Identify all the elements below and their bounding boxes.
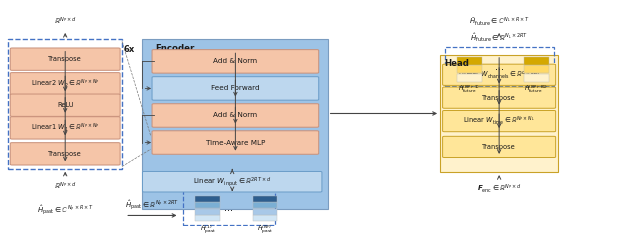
Text: Transpose: Transpose xyxy=(48,151,82,157)
Text: Transpose: Transpose xyxy=(483,144,516,150)
Bar xyxy=(253,215,277,221)
FancyBboxPatch shape xyxy=(10,143,120,165)
Text: Transpose: Transpose xyxy=(48,56,82,62)
Text: ...: ... xyxy=(495,62,504,72)
Bar xyxy=(195,202,220,208)
Text: Linear $W_{\mathrm{input}} \in \mathbb{R}^{2RT \times d}$: Linear $W_{\mathrm{input}} \in \mathbb{R… xyxy=(193,175,271,189)
Bar xyxy=(440,55,558,172)
Text: $\bar{H}_{\mathrm{future}} \in \mathbb{C}^{N_L \times R \times T}$: $\bar{H}_{\mathrm{future}} \in \mathbb{C… xyxy=(468,15,530,28)
Text: Head: Head xyxy=(445,59,469,68)
Bar xyxy=(524,65,548,73)
Text: Encoder: Encoder xyxy=(156,44,195,53)
Bar xyxy=(253,202,277,208)
Bar xyxy=(195,196,220,202)
Bar xyxy=(524,57,548,65)
FancyBboxPatch shape xyxy=(152,77,319,100)
Text: $\hat{H}_{\mathrm{future}} \in \mathbb{R}^{N_L \times 2RT}$: $\hat{H}_{\mathrm{future}} \in \mathbb{R… xyxy=(470,31,528,44)
Bar xyxy=(143,39,328,209)
Text: Linear2 $W_2 \in \mathbb{R}^{N_P \times N_P}$: Linear2 $W_2 \in \mathbb{R}^{N_P \times … xyxy=(31,77,100,90)
Text: ReLU: ReLU xyxy=(57,102,74,108)
Bar xyxy=(458,65,481,73)
Bar xyxy=(458,57,481,65)
Text: Add & Norm: Add & Norm xyxy=(213,113,257,118)
Bar xyxy=(8,39,122,169)
FancyBboxPatch shape xyxy=(10,94,120,116)
FancyBboxPatch shape xyxy=(10,73,120,95)
Bar xyxy=(195,215,220,221)
Bar xyxy=(195,209,220,215)
FancyBboxPatch shape xyxy=(443,64,556,85)
FancyBboxPatch shape xyxy=(10,117,120,139)
Text: $\mathbb{R}^{N_P \times d}$: $\mathbb{R}^{N_P \times d}$ xyxy=(54,181,77,192)
Text: Feed Forward: Feed Forward xyxy=(211,85,260,91)
FancyBboxPatch shape xyxy=(152,50,319,73)
Text: Linear1 $W_1 \in \mathbb{R}^{N_P \times N_P}$: Linear1 $W_1 \in \mathbb{R}^{N_P \times … xyxy=(31,122,100,134)
FancyBboxPatch shape xyxy=(152,131,319,154)
Text: ...: ... xyxy=(225,203,234,213)
FancyBboxPatch shape xyxy=(443,136,556,158)
Text: $\hat{H}_{\mathrm{past}}^{(N_P)}$: $\hat{H}_{\mathrm{past}}^{(N_P)}$ xyxy=(257,223,273,236)
FancyBboxPatch shape xyxy=(152,104,319,127)
Text: $\mathbb{R}^{N_P \times d}$: $\mathbb{R}^{N_P \times d}$ xyxy=(54,15,77,27)
Bar xyxy=(253,196,277,202)
Bar xyxy=(524,74,548,82)
Text: $\hat{H}_{\mathrm{future}}^{(N_P+N_L)}$: $\hat{H}_{\mathrm{future}}^{(N_P+N_L)}$ xyxy=(524,84,548,95)
Text: $\hat{H}_{\mathrm{past}}^{(1)}$: $\hat{H}_{\mathrm{past}}^{(1)}$ xyxy=(200,223,216,236)
Text: $\boldsymbol{F}_{\mathrm{enc}} \in \mathbb{R}^{N_P \times d}$: $\boldsymbol{F}_{\mathrm{enc}} \in \math… xyxy=(477,182,522,195)
FancyBboxPatch shape xyxy=(443,87,556,108)
Bar xyxy=(458,74,481,82)
Text: $\hat{H}_{\mathrm{future}}^{(N_P+1)}$: $\hat{H}_{\mathrm{future}}^{(N_P+1)}$ xyxy=(458,84,481,95)
Bar xyxy=(445,47,554,87)
Text: Transpose: Transpose xyxy=(483,95,516,101)
Text: Linear $W_{\mathrm{time}} \in \mathbb{R}^{N_P \times N_L}$: Linear $W_{\mathrm{time}} \in \mathbb{R}… xyxy=(463,115,535,127)
Bar xyxy=(182,190,275,225)
FancyBboxPatch shape xyxy=(143,171,322,192)
FancyBboxPatch shape xyxy=(443,110,556,132)
FancyBboxPatch shape xyxy=(10,48,120,70)
Text: Linear $W_{\mathrm{channels}} \in \mathbb{R}^{d \times 2LK}$: Linear $W_{\mathrm{channels}} \in \mathb… xyxy=(458,68,541,81)
Text: Add & Norm: Add & Norm xyxy=(213,58,257,64)
Text: Time-Aware MLP: Time-Aware MLP xyxy=(205,140,265,146)
Text: $\hat{H}_{\mathrm{past}} \in \mathbb{C}^{N_P \times R \times T}$: $\hat{H}_{\mathrm{past}} \in \mathbb{C}^… xyxy=(36,203,93,217)
Text: $\hat{H}_{\mathrm{past}} \in \mathbb{R}^{N_P \times 2RT}$: $\hat{H}_{\mathrm{past}} \in \mathbb{R}^… xyxy=(125,198,179,212)
Text: 6x: 6x xyxy=(124,45,135,54)
Bar xyxy=(253,209,277,215)
